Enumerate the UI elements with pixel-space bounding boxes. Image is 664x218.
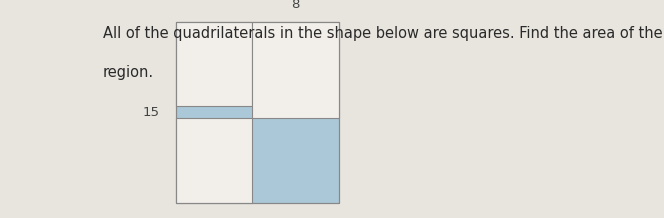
Text: 8: 8 <box>291 0 299 11</box>
Text: All of the quadrilaterals in the shape below are squares. Find the area of the s: All of the quadrilaterals in the shape b… <box>103 26 664 41</box>
Text: region.: region. <box>103 65 154 80</box>
Text: 15: 15 <box>142 106 159 119</box>
